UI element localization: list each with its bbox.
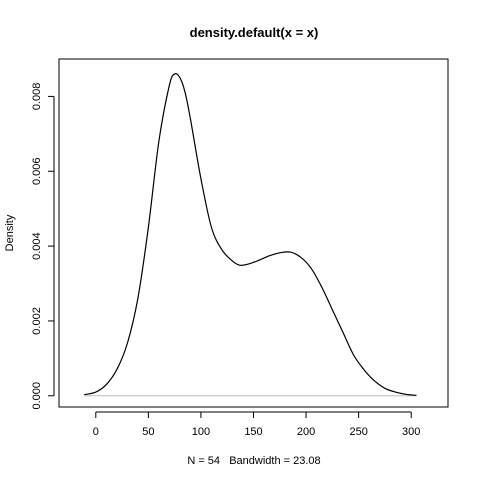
x-tick-label: 50 <box>142 426 154 438</box>
x-tick-label: 300 <box>402 426 420 438</box>
x-tick-label: 100 <box>192 426 210 438</box>
y-tick-label: 0.002 <box>31 307 43 335</box>
plot-frame <box>58 58 449 408</box>
y-axis: 0.000 0.002 0.004 0.006 0.008 <box>31 83 55 410</box>
x-tick-label: 250 <box>349 426 367 438</box>
x-tick-label: 150 <box>244 426 262 438</box>
x-tick-label: 200 <box>297 426 315 438</box>
density-curve <box>84 72 417 396</box>
y-tick-label: 0.006 <box>31 157 43 185</box>
x-axis-label: N = 54 Bandwidth = 23.08 <box>187 455 320 467</box>
chart-title: density.default(x = x) <box>190 25 319 40</box>
y-axis-label: Density <box>4 214 16 251</box>
y-tick-label: 0.000 <box>31 382 43 410</box>
y-tick-label: 0.008 <box>31 83 43 111</box>
x-tick-label: 0 <box>93 426 99 438</box>
x-axis: 0 50 100 150 200 250 300 <box>93 411 420 438</box>
y-tick-label: 0.004 <box>31 232 43 260</box>
